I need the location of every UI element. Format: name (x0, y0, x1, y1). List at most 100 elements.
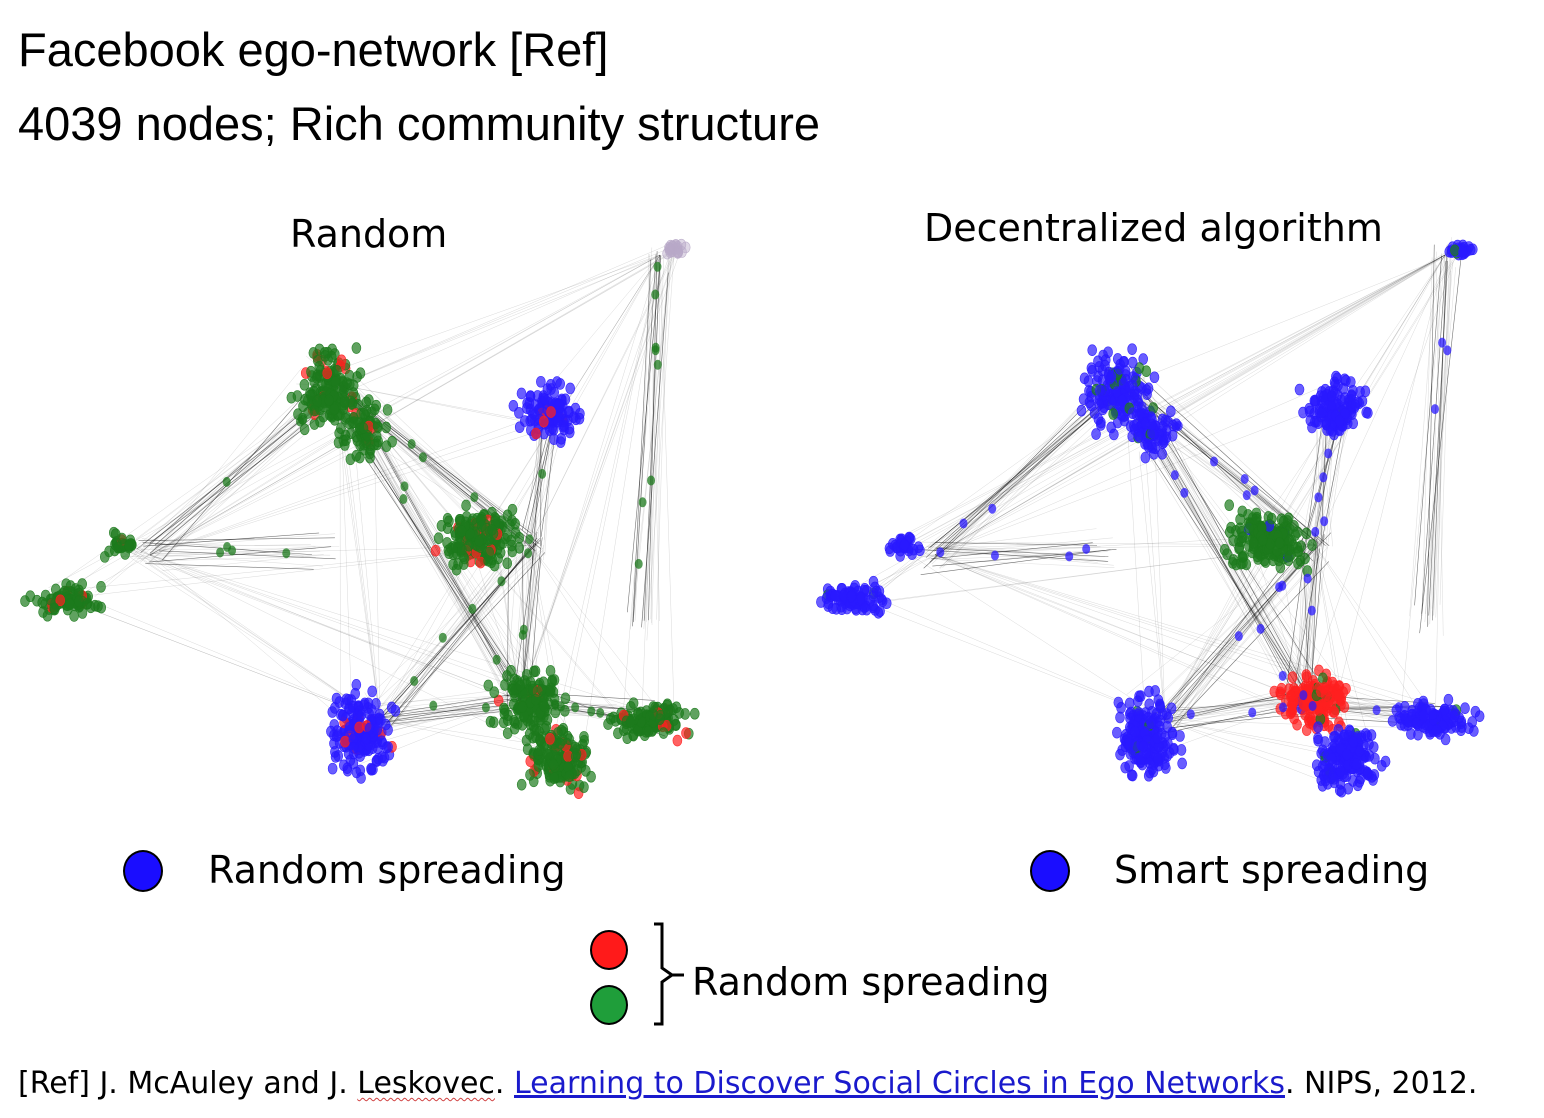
network-node (513, 683, 522, 694)
network-node (1450, 244, 1460, 257)
network-node (655, 713, 665, 726)
network-edge (357, 254, 661, 733)
network-node (1149, 428, 1159, 440)
network-node (1083, 375, 1094, 387)
network-edge (148, 556, 304, 562)
network-edge (339, 251, 673, 386)
network-node (1301, 527, 1312, 540)
network-node (367, 685, 377, 698)
network-node (529, 665, 539, 678)
network-edge (529, 544, 552, 686)
reference-paper-link[interactable]: Learning to Discover Social Circles in E… (514, 1066, 1285, 1101)
network-node (1087, 365, 1098, 377)
network-node (351, 766, 362, 779)
network-edge (1424, 262, 1454, 615)
network-node (1439, 703, 1450, 716)
network-edge (44, 384, 341, 594)
network-edge (1424, 267, 1456, 623)
network-node (1250, 485, 1259, 496)
network-node (555, 737, 565, 750)
network-node (540, 393, 550, 405)
network-node (1407, 705, 1417, 717)
network-node (506, 665, 516, 677)
network-node (517, 701, 528, 713)
network-node (332, 365, 342, 377)
network-node (1186, 709, 1195, 720)
network-node (1140, 451, 1151, 464)
network-node (1106, 421, 1116, 434)
network-edge (149, 554, 643, 726)
network-edge (376, 699, 511, 720)
network-node (1394, 702, 1403, 713)
network-node (358, 422, 369, 434)
network-node (542, 748, 553, 761)
network-edge (149, 446, 365, 556)
network-edge (149, 554, 549, 699)
network-node (1334, 784, 1345, 797)
network-node (476, 520, 487, 532)
network-node (647, 475, 656, 486)
network-node (1287, 671, 1298, 684)
network-node (322, 367, 332, 380)
network-edge (532, 421, 544, 561)
network-node (581, 765, 591, 777)
network-node (1372, 705, 1381, 716)
network-node (354, 721, 364, 734)
network-edge (623, 254, 661, 710)
network-node (1278, 670, 1287, 681)
slide-title-line-1: Facebook ego-network [Ref] (18, 23, 609, 76)
network-node (352, 434, 363, 447)
network-edge (558, 254, 661, 747)
network-node (1266, 512, 1277, 525)
network-node (1115, 711, 1125, 724)
network-node (400, 481, 409, 492)
network-node (399, 494, 408, 505)
network-node (1285, 690, 1296, 703)
network-node (1159, 436, 1169, 448)
network-edge (73, 602, 381, 721)
network-node (530, 724, 540, 736)
network-node (311, 371, 322, 384)
network-node (1180, 487, 1189, 498)
network-edge (522, 548, 534, 691)
network-edge (154, 395, 338, 549)
network-node (1177, 757, 1187, 770)
reference-prefix: [Ref] J. McAuley and J. (18, 1066, 358, 1101)
network-node (534, 403, 544, 415)
network-edge (567, 254, 661, 401)
network-node (1364, 738, 1374, 750)
network-node (658, 727, 669, 739)
network-node (1356, 732, 1366, 745)
network-edge (934, 252, 1452, 556)
network-node (1155, 701, 1166, 714)
network-node (988, 503, 997, 514)
network-node (669, 714, 679, 726)
network-node (1428, 709, 1437, 720)
network-node (564, 426, 575, 439)
network-node (1304, 717, 1315, 729)
network-node (1451, 721, 1461, 733)
network-node (1355, 772, 1366, 785)
network-node (571, 702, 580, 713)
network-node (85, 601, 96, 614)
network-edge (149, 418, 578, 556)
network-edge (352, 399, 531, 534)
reference-citation: [Ref] J. McAuley and J. Leskovec. Learni… (18, 1066, 1477, 1101)
network-node (539, 700, 550, 713)
network-node (672, 734, 683, 747)
network-node (1256, 623, 1265, 634)
legend-label-smart-spreading: Smart spreading (1114, 848, 1430, 892)
network-node (506, 534, 516, 547)
network-node (331, 692, 342, 705)
network-node (1467, 716, 1477, 728)
network-node (1292, 541, 1303, 554)
network-node (492, 654, 501, 665)
network-node (429, 700, 438, 711)
network-node (442, 537, 452, 549)
network-node (507, 503, 518, 516)
network-node (1146, 716, 1156, 729)
network-node (1311, 526, 1320, 537)
network-edge (521, 548, 538, 693)
network-node (1248, 707, 1257, 718)
network-node (1458, 246, 1468, 258)
